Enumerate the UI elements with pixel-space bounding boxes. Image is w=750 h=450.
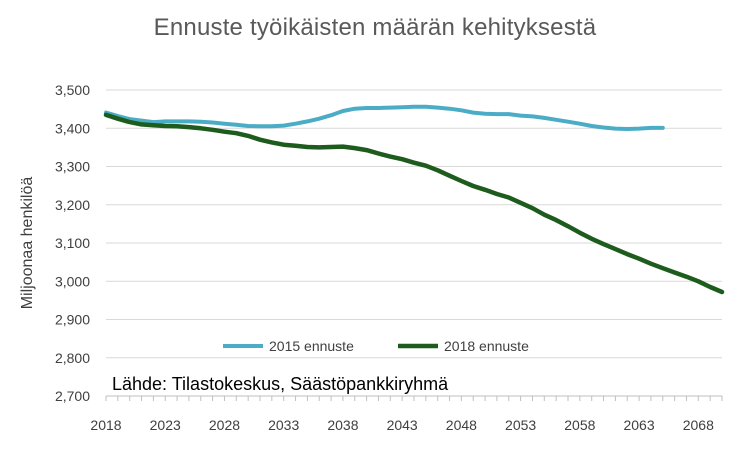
series-line-1 bbox=[104, 104, 665, 131]
y-tick-label: 3,200 bbox=[55, 197, 90, 213]
y-tick-labels: 2,700 2,800 2,900 3,000 3,100 3,200 3,300 3,400… bbox=[55, 82, 90, 404]
legend: 2015 ennuste 2018 ennuste bbox=[223, 338, 529, 354]
x-tick-label: 2053 bbox=[505, 417, 536, 433]
x-tick-label: 2048 bbox=[446, 417, 477, 433]
x-tick-label: 2033 bbox=[268, 417, 299, 433]
chart-title: Ennuste työikäisten määrän kehityksestä bbox=[153, 14, 597, 41]
x-tick-label: 2028 bbox=[209, 417, 240, 433]
x-tick-label: 2058 bbox=[564, 417, 595, 433]
y-tick-label: 3,100 bbox=[55, 235, 90, 251]
y-tick-label: 3,400 bbox=[55, 120, 90, 136]
y-tick-label: 3,500 bbox=[55, 82, 90, 98]
x-tick-label: 2063 bbox=[623, 417, 654, 433]
x-tick-label: 2023 bbox=[150, 417, 181, 433]
x-tick-label: 2043 bbox=[387, 417, 418, 433]
y-tick-label: 2,900 bbox=[55, 312, 90, 328]
series-line-2 bbox=[103, 112, 725, 295]
x-tick-label: 2068 bbox=[683, 417, 714, 433]
legend-label: 2018 ennuste bbox=[444, 338, 529, 354]
y-tick-label: 3,300 bbox=[55, 159, 90, 175]
series-lines bbox=[103, 104, 725, 295]
y-tick-label: 3,000 bbox=[55, 273, 90, 289]
x-tick-labels: 2018 2023 2028 2033 2038 2043 2048 2053 2058 2063… bbox=[90, 417, 714, 433]
legend-label: 2015 ennuste bbox=[269, 338, 354, 354]
source-annotation: Lähde: Tilastokeskus, Säästöpankkiryhmä bbox=[112, 374, 449, 394]
axes bbox=[105, 395, 723, 401]
y-axis-title: Miljoonaa henkilöä bbox=[19, 177, 36, 310]
y-tick-label: 2,700 bbox=[55, 388, 90, 404]
x-tick-label: 2038 bbox=[327, 417, 358, 433]
x-tick-label: 2018 bbox=[90, 417, 121, 433]
y-tick-label: 2,800 bbox=[55, 350, 90, 366]
